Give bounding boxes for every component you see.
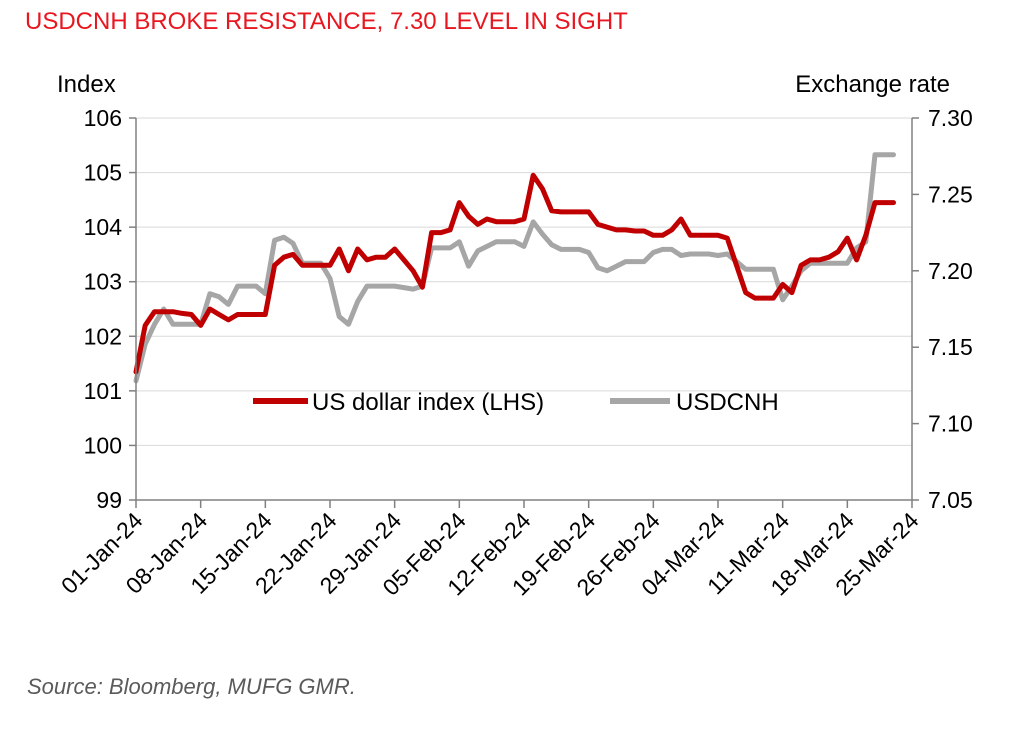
right-axis-title: Exchange rate: [795, 71, 950, 98]
right-axis-ticks: 7.05 7.10 7.15 7.20 7.25 7.30: [912, 105, 973, 513]
right-tick-label: 7.15: [928, 334, 973, 360]
legend-label-usdcnh: USDCNH: [676, 389, 779, 416]
source-note: Source: Bloomberg, MUFG GMR.: [27, 674, 356, 699]
left-tick-label: 100: [84, 432, 122, 458]
left-tick-label: 102: [84, 323, 122, 349]
x-axis-ticks: 01-Jan-2408-Jan-2415-Jan-2422-Jan-2429-J…: [56, 500, 924, 601]
right-tick-label: 7.25: [928, 181, 973, 207]
left-axis-ticks: 99 100 101 102 103 104 105 106: [84, 105, 136, 513]
right-tick-label: 7.10: [928, 411, 973, 437]
series-group: [133, 152, 896, 384]
legend: US dollar index (LHS) USDCNH: [253, 389, 779, 416]
left-tick-label: 99: [96, 487, 122, 513]
series-line-dxy: [133, 172, 896, 375]
left-tick-label: 104: [84, 214, 123, 240]
right-tick-label: 7.05: [928, 487, 973, 513]
left-tick-label: 101: [84, 378, 122, 404]
right-tick-label: 7.30: [928, 105, 973, 131]
right-tick-label: 7.20: [928, 258, 973, 284]
left-axis-title: Index: [57, 71, 116, 98]
chart-title: USDCNH BROKE RESISTANCE, 7.30 LEVEL IN S…: [25, 8, 628, 35]
axes-lines: [135, 118, 913, 501]
legend-label-dxy: US dollar index (LHS): [312, 389, 544, 416]
left-tick-label: 105: [84, 160, 122, 186]
series-line-usdcnh: [133, 152, 896, 384]
left-tick-label: 106: [84, 105, 122, 131]
left-tick-label: 103: [84, 269, 122, 295]
